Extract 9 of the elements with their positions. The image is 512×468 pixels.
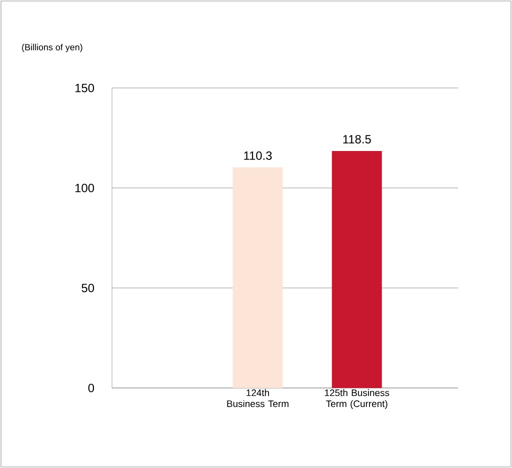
- data-label: 110.3: [244, 151, 272, 160]
- data-label: 118.5: [343, 135, 371, 144]
- y-tick-label: 0: [88, 384, 94, 392]
- y-tick-label: 50: [82, 284, 94, 292]
- y-tick-label: 150: [75, 84, 94, 92]
- x-tick-label: 124th Business Term: [227, 389, 288, 408]
- y-axis-title: (Billions of yen): [22, 44, 82, 52]
- x-tick-label: 125th Business Term (Current): [324, 389, 390, 409]
- y-tick-label: 100: [75, 184, 94, 192]
